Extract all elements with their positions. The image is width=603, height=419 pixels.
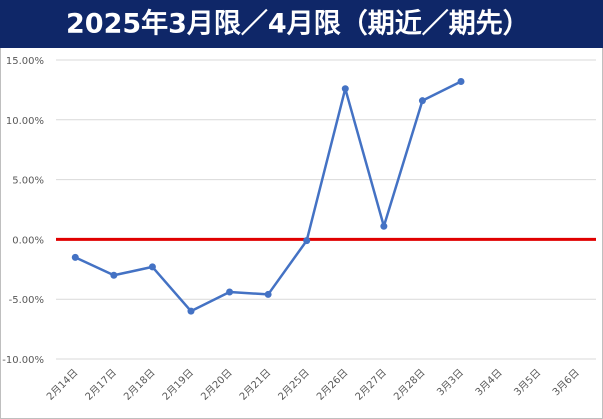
y-tick-label: -5.00%: [9, 295, 44, 306]
y-tick-label: 0.00%: [12, 235, 44, 246]
data-point: [110, 271, 118, 279]
data-point: [341, 85, 349, 93]
data-point: [71, 253, 79, 261]
title-banner: [0, 0, 603, 48]
y-tick-label: -10.00%: [2, 355, 44, 366]
y-tick-label: 15.00%: [6, 56, 44, 67]
data-point: [457, 78, 465, 86]
data-point: [418, 97, 426, 105]
data-point: [380, 222, 388, 230]
y-tick-label: 5.00%: [12, 176, 44, 187]
data-point: [187, 307, 195, 315]
chart-title: 2025年3月限／4月限（期近／期先）: [66, 8, 530, 40]
data-point: [303, 237, 311, 245]
y-tick-label: 10.00%: [6, 116, 44, 127]
data-point: [264, 290, 272, 298]
data-point: [226, 288, 234, 296]
data-point: [148, 263, 156, 271]
